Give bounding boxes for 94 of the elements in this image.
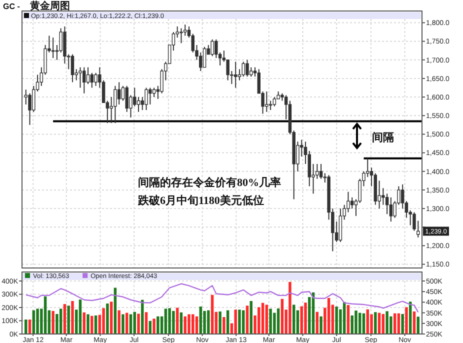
bar [304, 302, 307, 334]
bar [265, 304, 268, 334]
candlestick [183, 24, 187, 36]
bar [327, 298, 330, 334]
bar [44, 296, 47, 334]
candlestick [90, 72, 94, 88]
bar [386, 311, 388, 334]
annotation: 间隔的存在令金价有80%几率跌破6月中旬1180美元低位 [137, 176, 281, 207]
bar [67, 306, 70, 334]
candlestick [400, 184, 404, 210]
bar [59, 308, 62, 334]
candlestick [308, 150, 311, 187]
candlestick [78, 66, 82, 88]
bar [210, 294, 214, 334]
bar [168, 308, 171, 334]
candlestick [180, 28, 183, 44]
bar [71, 301, 74, 334]
bar [405, 307, 408, 334]
candlestick [234, 61, 238, 88]
bar [172, 310, 175, 334]
bar [36, 308, 39, 334]
bar [374, 312, 377, 334]
candlestick [366, 158, 370, 178]
annotation: 间隔 [372, 130, 394, 144]
candlestick [114, 85, 117, 124]
bar [78, 300, 82, 334]
bar [292, 304, 296, 334]
candlestick [117, 82, 121, 105]
bar [152, 318, 156, 334]
bar [261, 302, 264, 334]
candlestick [272, 96, 276, 107]
candlestick [70, 54, 74, 83]
candlestick [94, 72, 98, 86]
bar [416, 316, 420, 334]
bar [250, 301, 252, 334]
bar [234, 310, 237, 334]
bar [137, 314, 140, 334]
bar [276, 308, 280, 334]
bar [269, 308, 272, 334]
bar [273, 312, 276, 334]
bar [238, 310, 241, 334]
bar [401, 314, 404, 334]
candlestick [385, 193, 389, 215]
candlestick [86, 66, 90, 85]
bar [412, 311, 416, 334]
bar [118, 310, 120, 334]
candlestick [250, 66, 253, 78]
bar [300, 306, 303, 334]
bar [280, 298, 284, 334]
bar [52, 310, 54, 334]
bar [164, 308, 168, 334]
chart-title: 黄金周图 [29, 0, 70, 12]
bar [63, 304, 66, 334]
bar [86, 314, 90, 334]
bar [188, 314, 190, 334]
candlestick [268, 100, 272, 111]
candlestick [246, 59, 249, 78]
bar [156, 316, 160, 334]
bar [320, 316, 322, 334]
bar [222, 317, 226, 334]
bar [122, 314, 124, 334]
candlestick [191, 33, 194, 53]
candlestick [242, 61, 245, 78]
candlestick [133, 87, 136, 107]
candlestick [202, 46, 206, 68]
bar [144, 312, 148, 334]
bar [288, 282, 292, 334]
bar [366, 309, 369, 334]
bar [90, 316, 94, 334]
bar [207, 310, 210, 334]
bar [106, 304, 109, 334]
candlestick [148, 87, 152, 105]
candlestick [210, 38, 214, 57]
bar [184, 316, 186, 334]
bar [354, 310, 358, 334]
bar [203, 310, 206, 334]
bar [102, 308, 105, 334]
candlestick [265, 90, 268, 112]
candlestick [389, 196, 393, 222]
bar [199, 306, 202, 334]
candlestick [51, 37, 55, 59]
candlestick [82, 66, 86, 94]
candlestick [28, 92, 32, 126]
bar [218, 311, 222, 334]
candlestick [144, 87, 148, 111]
bar [246, 306, 249, 334]
bar [110, 302, 113, 334]
candlestick [319, 163, 323, 180]
line-series [25, 283, 419, 313]
bar [335, 306, 338, 334]
bar [258, 307, 260, 334]
candlestick [136, 96, 140, 112]
bar [346, 304, 350, 334]
chart-subtitle: GC - [3, 2, 20, 11]
